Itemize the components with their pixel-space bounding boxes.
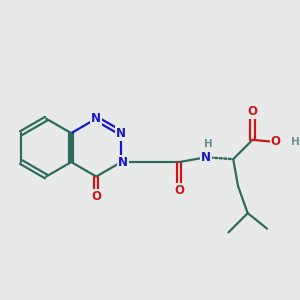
Text: O: O [91, 190, 101, 203]
Text: H: H [204, 139, 212, 149]
Text: N: N [91, 112, 101, 125]
Text: N: N [201, 151, 211, 164]
Text: N: N [118, 156, 128, 169]
Text: O: O [248, 105, 257, 119]
Text: N: N [116, 127, 126, 140]
Text: O: O [174, 184, 184, 196]
Text: O: O [271, 135, 281, 148]
Text: H: H [291, 137, 299, 147]
